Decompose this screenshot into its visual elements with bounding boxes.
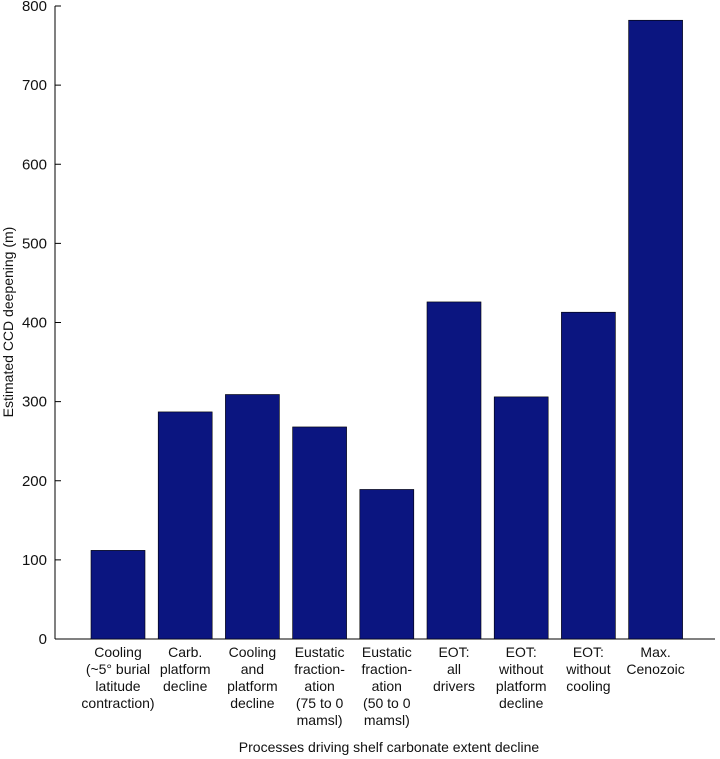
x-category-label: EOT: without platform decline <box>496 644 547 711</box>
bar <box>561 311 616 640</box>
y-tick-label: 400 <box>22 315 47 332</box>
x-category-label: Cooling (~5° burial latitude contraction) <box>81 644 154 711</box>
y-tick-label: 500 <box>22 235 47 252</box>
y-tick-label: 200 <box>22 473 47 490</box>
bar <box>628 19 683 640</box>
y-tick-label: 800 <box>22 0 47 15</box>
x-category-label: Eustatic fraction-ation (50 to 0 mamsl) <box>362 644 413 728</box>
y-axis-ticks: 0 100 200 300 400 500 600 700 800 <box>22 0 61 648</box>
bar <box>493 396 549 640</box>
y-tick-label: 300 <box>22 394 47 411</box>
bar <box>157 411 213 640</box>
y-tick-label: 0 <box>39 631 47 648</box>
x-axis-title: Processes driving shelf carbonate extent… <box>239 739 540 755</box>
bar <box>90 550 146 640</box>
bars <box>90 19 683 640</box>
y-tick-label: 600 <box>22 156 47 173</box>
y-axis-title: Estimated CCD deepening (m) <box>0 227 16 418</box>
bar <box>225 394 280 640</box>
x-category-label: Carb. platform decline <box>160 644 211 694</box>
bar <box>359 489 415 640</box>
y-tick-label: 700 <box>22 77 47 94</box>
bar <box>426 301 482 640</box>
x-category-label: EOT: all drivers <box>433 644 475 694</box>
x-category-label: Cooling and platform decline <box>227 644 278 711</box>
bar <box>292 426 347 640</box>
x-axis-categories: Cooling (~5° burial latitude contraction)Ca… <box>81 644 684 728</box>
x-category-label: Max. Cenozoic <box>626 644 684 677</box>
x-category-label: EOT: without cooling <box>565 644 610 694</box>
y-tick-label: 100 <box>22 552 47 569</box>
x-category-label: Eustatic fraction-ation (75 to 0 mamsl) <box>294 644 345 728</box>
